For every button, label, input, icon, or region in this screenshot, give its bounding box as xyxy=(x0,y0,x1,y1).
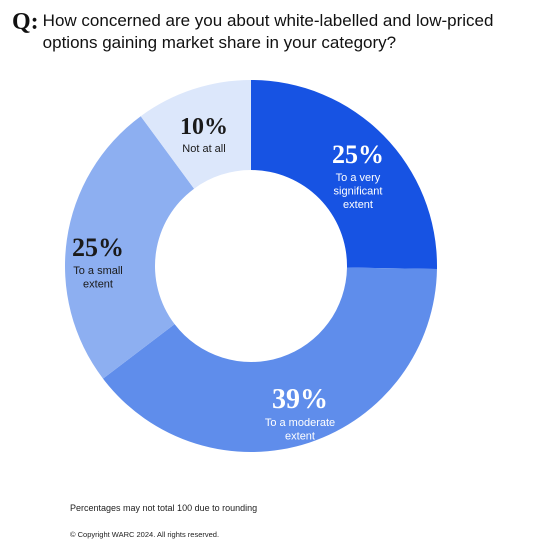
donut-slice-very xyxy=(251,80,437,269)
slice-label-small: 25% To a small extent xyxy=(72,233,124,291)
slice-label-notatall: 10% Not at all xyxy=(180,114,228,155)
copyright: © Copyright WARC 2024. All rights reserv… xyxy=(70,530,220,539)
donut-slice-notatall xyxy=(140,80,251,189)
slice-label-line-moderate: extent xyxy=(285,431,315,443)
slice-label-line-very: To a very xyxy=(336,172,381,184)
slice-percent-small: 25% xyxy=(72,233,124,262)
slice-percent-moderate: 39% xyxy=(272,384,328,415)
slice-percent-very: 25% xyxy=(332,140,384,169)
question: Q: How concerned are you about white-lab… xyxy=(12,10,532,54)
slice-label-line-small: To a small xyxy=(73,265,123,277)
question-text: How concerned are you about white-labell… xyxy=(42,11,494,52)
slice-percent-notatall: 10% xyxy=(180,114,228,140)
slice-label-line-notatall: Not at all xyxy=(182,143,225,155)
donut-slice-moderate xyxy=(102,267,437,453)
question-prefix: Q: xyxy=(12,9,39,35)
donut-slice-small xyxy=(64,116,195,379)
slice-label-line-small: extent xyxy=(83,279,113,291)
slice-label-line-moderate: To a moderate xyxy=(265,417,335,429)
slice-label-line-very: significant xyxy=(334,186,383,198)
slice-label-line-very: extent xyxy=(343,199,373,211)
footnote: Percentages may not total 100 due to rou… xyxy=(70,503,258,513)
slice-label-moderate: 39% To a moderate extent xyxy=(265,384,335,443)
